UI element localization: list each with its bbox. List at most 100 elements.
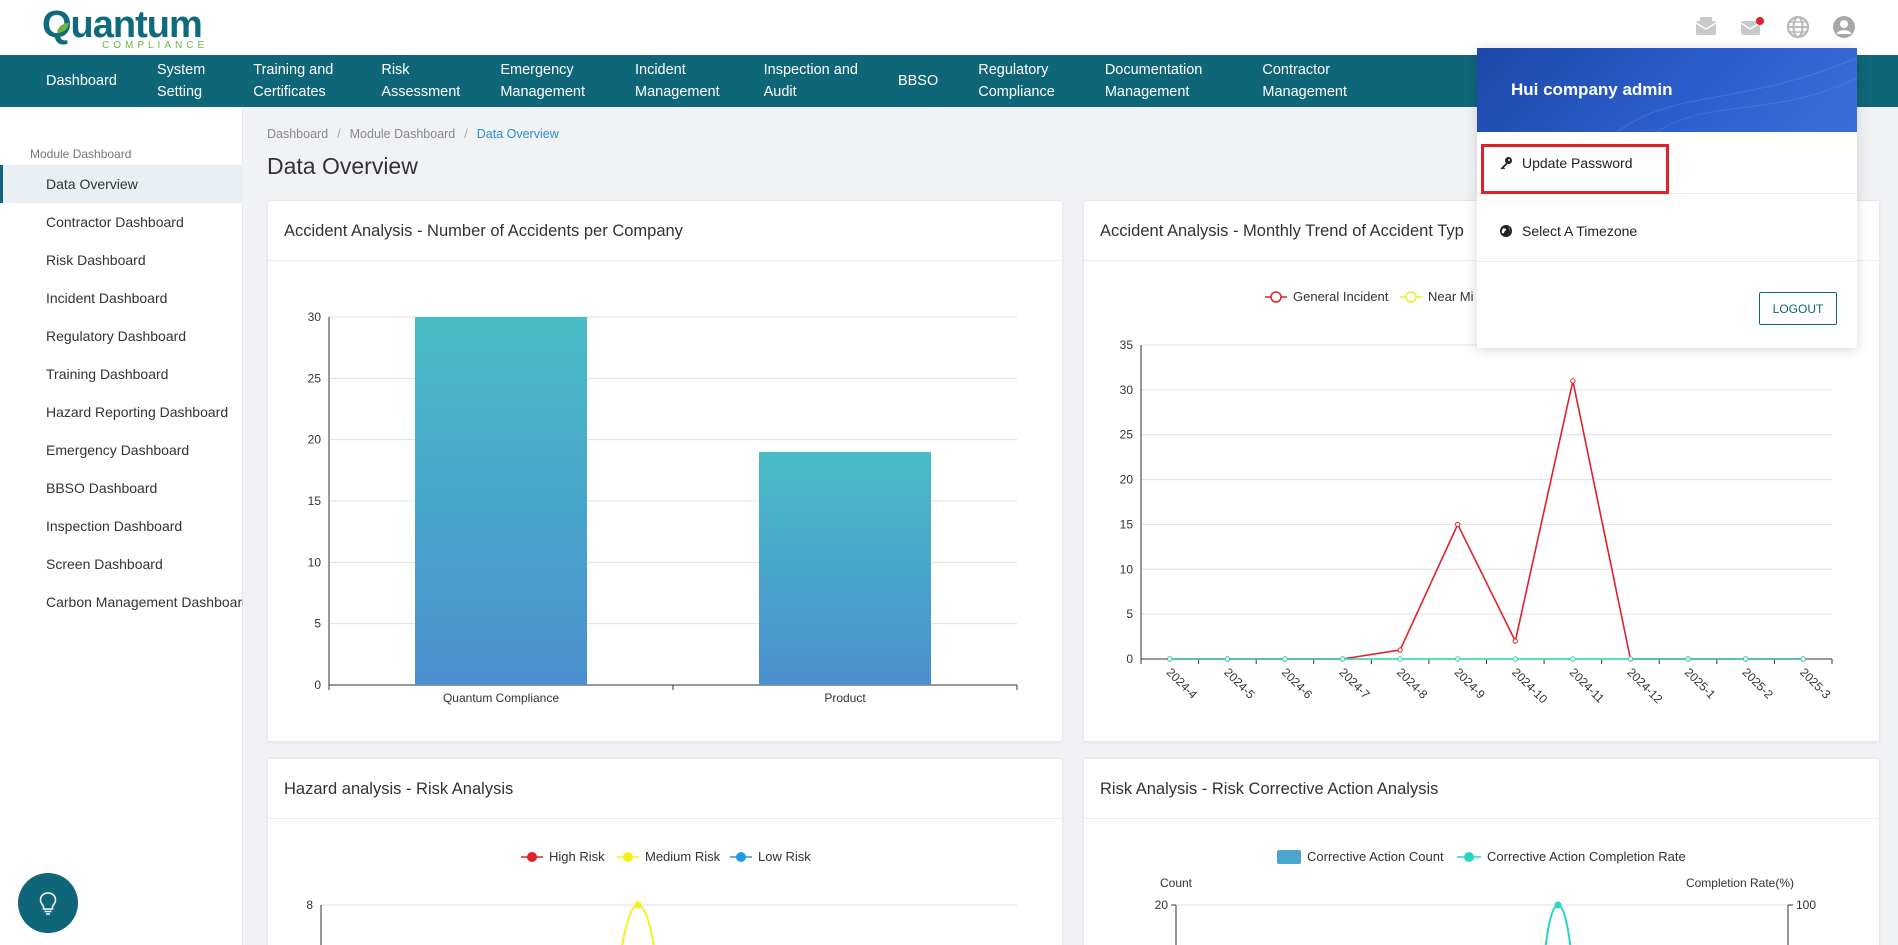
y-axis-label: Count [1160, 876, 1193, 890]
card-hazard-risk: Hazard analysis - Risk Analysis High Ris… [267, 758, 1063, 945]
nav-regulatory[interactable]: Regulatory Compliance [978, 62, 1055, 100]
select-timezone-label: Select A Timezone [1522, 222, 1638, 239]
y-tick-label: 15 [1120, 517, 1134, 531]
legend-marker [1464, 852, 1474, 862]
message-icon[interactable] [1738, 13, 1766, 41]
nav-system-setting[interactable]: System Setting [156, 62, 206, 100]
x-tick-label: 2024-9 [1452, 665, 1489, 702]
user-icon[interactable] [1830, 13, 1858, 41]
card-title: Risk Analysis - Risk Corrective Action A… [1084, 759, 1879, 819]
nav-emergency[interactable]: Emergency Management [500, 62, 585, 100]
sidebar-item-training[interactable]: Training Dashboard [46, 366, 169, 382]
data-point [634, 901, 642, 909]
key-icon [1500, 156, 1512, 169]
brand-sub: COMPLIANCE [102, 40, 209, 51]
breadcrumb-dashboard[interactable]: Dashboard [267, 127, 329, 141]
bar [415, 317, 587, 685]
sidebar-item-hazard[interactable]: Hazard Reporting Dashboard [46, 404, 229, 420]
bar [759, 451, 931, 685]
x-tick-label: 2025-3 [1797, 665, 1834, 702]
mail-icon[interactable] [1692, 13, 1720, 41]
nav-contractor[interactable]: Contractor Management [1262, 62, 1347, 100]
sidebar-item-bbso[interactable]: BBSO Dashboard [46, 480, 158, 496]
y-tick-label: 30 [1120, 383, 1134, 397]
nav-training[interactable]: Training and Certificates [253, 62, 334, 100]
data-point [1685, 656, 1691, 662]
data-point [1570, 656, 1576, 662]
card-title: Accident Analysis - Number of Accidents … [268, 201, 1062, 261]
logo[interactable]: Quantum COMPLIANCE [42, 4, 222, 52]
sidebar-item-screen[interactable]: Screen Dashboard [46, 556, 163, 572]
sidebar-item-data-overview[interactable]: Data Overview [0, 165, 243, 203]
x-tick-label: 2024-8 [1394, 665, 1431, 702]
legend-marker [1277, 850, 1301, 864]
legend-label: Near Mi [1428, 289, 1474, 304]
card-accidents-per-company: Accident Analysis - Number of Accidents … [267, 200, 1063, 742]
y-tick-label: 10 [1120, 562, 1134, 576]
breadcrumb-module-dashboard[interactable]: Module Dashboard [349, 127, 456, 141]
y-tick-label: 5 [314, 617, 321, 631]
y-tick-label: 8 [306, 898, 313, 912]
sidebar-item-carbon[interactable]: Carbon Management Dashboard [46, 594, 243, 610]
nav-incident[interactable]: Incident Management [634, 62, 720, 100]
globe-icon [1500, 224, 1512, 237]
legend-marker [1270, 291, 1282, 303]
nav-inspection[interactable]: Inspection and Audit [763, 62, 858, 100]
y-axis-label-right: Completion Rate(%) [1686, 876, 1794, 890]
x-tick-label: Product [824, 691, 866, 705]
data-point [1455, 656, 1461, 662]
data-point [1397, 656, 1403, 662]
logout-button[interactable]: LOGOUT [1759, 292, 1837, 325]
legend-label: General Incident [1293, 289, 1389, 304]
y-tick-label-right: 100 [1796, 898, 1816, 912]
update-password-label: Update Password [1522, 154, 1633, 171]
card-corrective-action: Risk Analysis - Risk Corrective Action A… [1083, 758, 1880, 945]
sidebar-item-incident[interactable]: Incident Dashboard [46, 290, 168, 306]
data-point [1512, 638, 1518, 644]
header-pattern [1616, 57, 1857, 132]
y-tick-label: 20 [1155, 898, 1169, 912]
globe-icon[interactable] [1784, 13, 1812, 41]
data-point [1570, 378, 1576, 384]
data-point [1397, 647, 1403, 653]
data-point [1167, 656, 1173, 662]
sidebar-item-emergency[interactable]: Emergency Dashboard [46, 442, 190, 458]
legend-label: High Risk [549, 849, 605, 864]
sidebar: Module Dashboard Data Overview Contracto… [0, 107, 243, 945]
sidebar-item-contractor[interactable]: Contractor Dashboard [46, 214, 184, 230]
data-point [1800, 656, 1806, 662]
sidebar-title: Module Dashboard [30, 147, 132, 161]
leaf-icon [57, 23, 69, 33]
y-tick-label: 15 [308, 494, 322, 508]
data-point [1512, 656, 1518, 662]
sidebar-item-risk[interactable]: Risk Dashboard [46, 252, 146, 268]
user-dropdown: Hui company admin Update Password Select… [1477, 48, 1857, 348]
nav-documentation[interactable]: Documentation Management [1104, 62, 1203, 100]
dropdown-header: Hui company admin [1477, 48, 1857, 132]
x-tick-label: 2024-5 [1221, 665, 1258, 702]
nav-bbso[interactable]: BBSO [897, 73, 939, 89]
data-point [1554, 901, 1562, 909]
x-tick-label: 2025-1 [1682, 665, 1719, 702]
brand-name: Quantum [42, 4, 203, 46]
update-password-item[interactable]: Update Password [1477, 132, 1857, 194]
sidebar-item-inspection[interactable]: Inspection Dashboard [46, 518, 183, 534]
chart-hazard-risk: High Risk Medium Risk Low Risk 8 [306, 849, 1017, 945]
data-point [1455, 521, 1461, 528]
series-line [621, 903, 655, 945]
legend-marker [1405, 291, 1417, 303]
nav-risk-assessment[interactable]: Risk Assessment [381, 62, 461, 100]
sidebar-item-regulatory[interactable]: Regulatory Dashboard [46, 328, 187, 344]
chart-monthly-trend: 0 5 10 15 20 25 30 35 2024-4 2024-5 2024-6 2024-7 20… [1120, 289, 1834, 706]
x-tick-label: 2024-12 [1624, 665, 1665, 706]
page-title: Data Overview [267, 153, 418, 179]
select-timezone-item[interactable]: Select A Timezone [1477, 200, 1857, 262]
legend-marker [736, 852, 746, 862]
chart-accidents-per-company: 0 5 10 15 20 25 30 Quantum Compliance Product [308, 310, 1018, 705]
nav-dashboard[interactable]: Dashboard [46, 73, 117, 89]
x-tick-label: 2024-7 [1336, 665, 1373, 702]
y-tick-label: 5 [1126, 607, 1133, 621]
data-point [1742, 656, 1749, 662]
breadcrumb-current: Data Overview [476, 127, 559, 141]
lightbulb-icon[interactable] [18, 873, 78, 933]
